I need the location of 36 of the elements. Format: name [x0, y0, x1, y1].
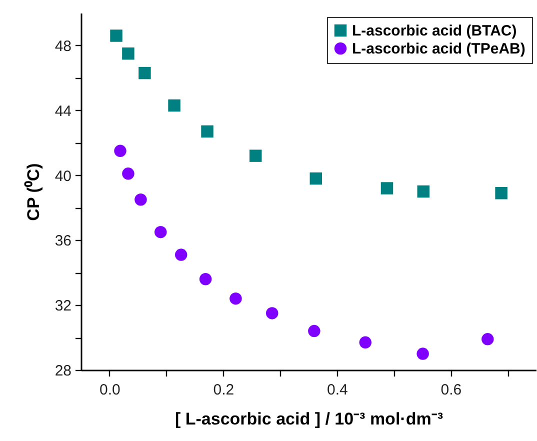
point [122, 47, 134, 60]
y-tick-label: 44 [54, 102, 72, 120]
point [199, 273, 212, 286]
point [359, 336, 372, 349]
y-tick-label: 36 [54, 232, 72, 250]
x-axis-title: [ L-ascorbic acid ] / 10⁻³ mol·dm⁻³ [175, 410, 444, 428]
y-tick-label: 40 [54, 168, 72, 185]
point [230, 292, 242, 305]
point [138, 66, 151, 80]
point [249, 150, 262, 162]
x-tick-label: 0.2 [213, 382, 234, 398]
x-tick-label: 0.6 [440, 382, 462, 398]
point [495, 187, 508, 200]
y-tick-label: 32 [54, 298, 72, 315]
point [417, 185, 430, 198]
y-tick-label: 48 [54, 38, 72, 55]
point [110, 30, 122, 42]
point [482, 333, 494, 346]
x-tick-label: 0.0 [100, 382, 120, 398]
y-axis-title: CP (⁰C) [24, 163, 43, 221]
point [201, 125, 214, 138]
legend-label: L-ascorbic acid (TPeAB) [352, 40, 526, 58]
y-tick-label: 28 [54, 362, 72, 380]
point [134, 194, 147, 206]
point [168, 99, 180, 112]
point [310, 172, 322, 185]
point [266, 307, 278, 320]
point [174, 248, 188, 261]
point [154, 226, 167, 238]
point [114, 144, 126, 158]
legend-label: L-ascorbic acid (BTAC) [352, 22, 517, 40]
point [416, 348, 429, 360]
point [380, 182, 394, 194]
point [308, 324, 320, 338]
point [122, 168, 134, 180]
x-tick-label: 0.4 [327, 382, 348, 398]
